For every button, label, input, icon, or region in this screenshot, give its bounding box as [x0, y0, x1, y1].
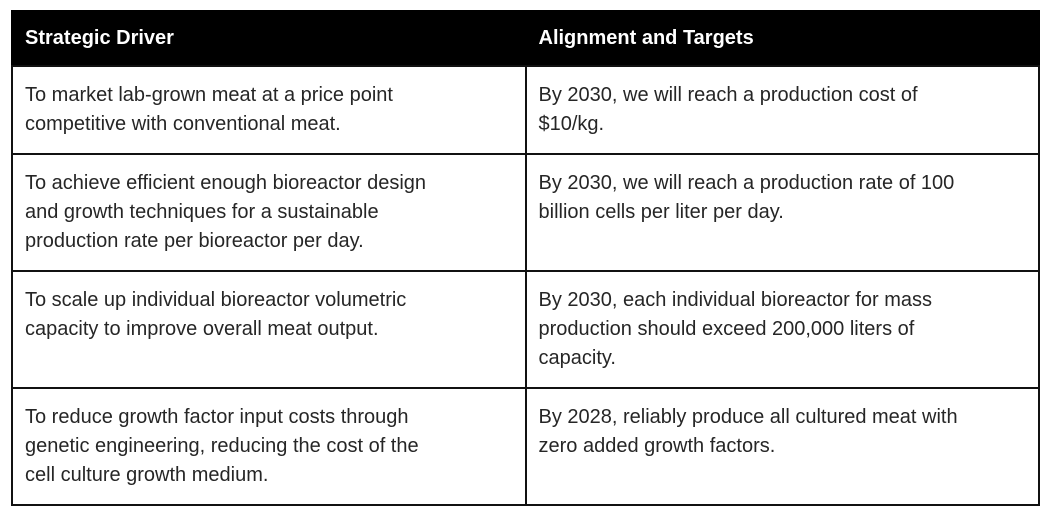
table-row: To reduce growth factor input costs thro… — [11, 387, 1040, 506]
driver-cell: To scale up individual bioreactor volume… — [11, 270, 527, 389]
header-cell-alignment-targets: Alignment and Targets — [524, 10, 1040, 67]
target-cell: By 2030, we will reach a production cost… — [524, 65, 1040, 155]
driver-cell: To achieve efficient enough bioreactor d… — [11, 153, 527, 272]
target-cell: By 2028, reliably produce all cultured m… — [524, 387, 1040, 506]
header-row: Strategic Driver Alignment and Targets — [11, 10, 1040, 67]
table-row: To market lab-grown meat at a price poin… — [11, 65, 1040, 155]
target-cell: By 2030, each individual bioreactor for … — [524, 270, 1040, 389]
driver-cell: To market lab-grown meat at a price poin… — [11, 65, 527, 155]
table-row: To scale up individual bioreactor volume… — [11, 270, 1040, 389]
header-cell-strategic-driver: Strategic Driver — [11, 10, 527, 67]
table-row: To achieve efficient enough bioreactor d… — [11, 153, 1040, 272]
table-body: To market lab-grown meat at a price poin… — [11, 65, 1040, 506]
strategy-drivers-table: Strategic Driver Alignment and Targets T… — [11, 10, 1040, 506]
target-cell: By 2030, we will reach a production rate… — [524, 153, 1040, 272]
table-header: Strategic Driver Alignment and Targets — [11, 10, 1040, 67]
driver-cell: To reduce growth factor input costs thro… — [11, 387, 527, 506]
